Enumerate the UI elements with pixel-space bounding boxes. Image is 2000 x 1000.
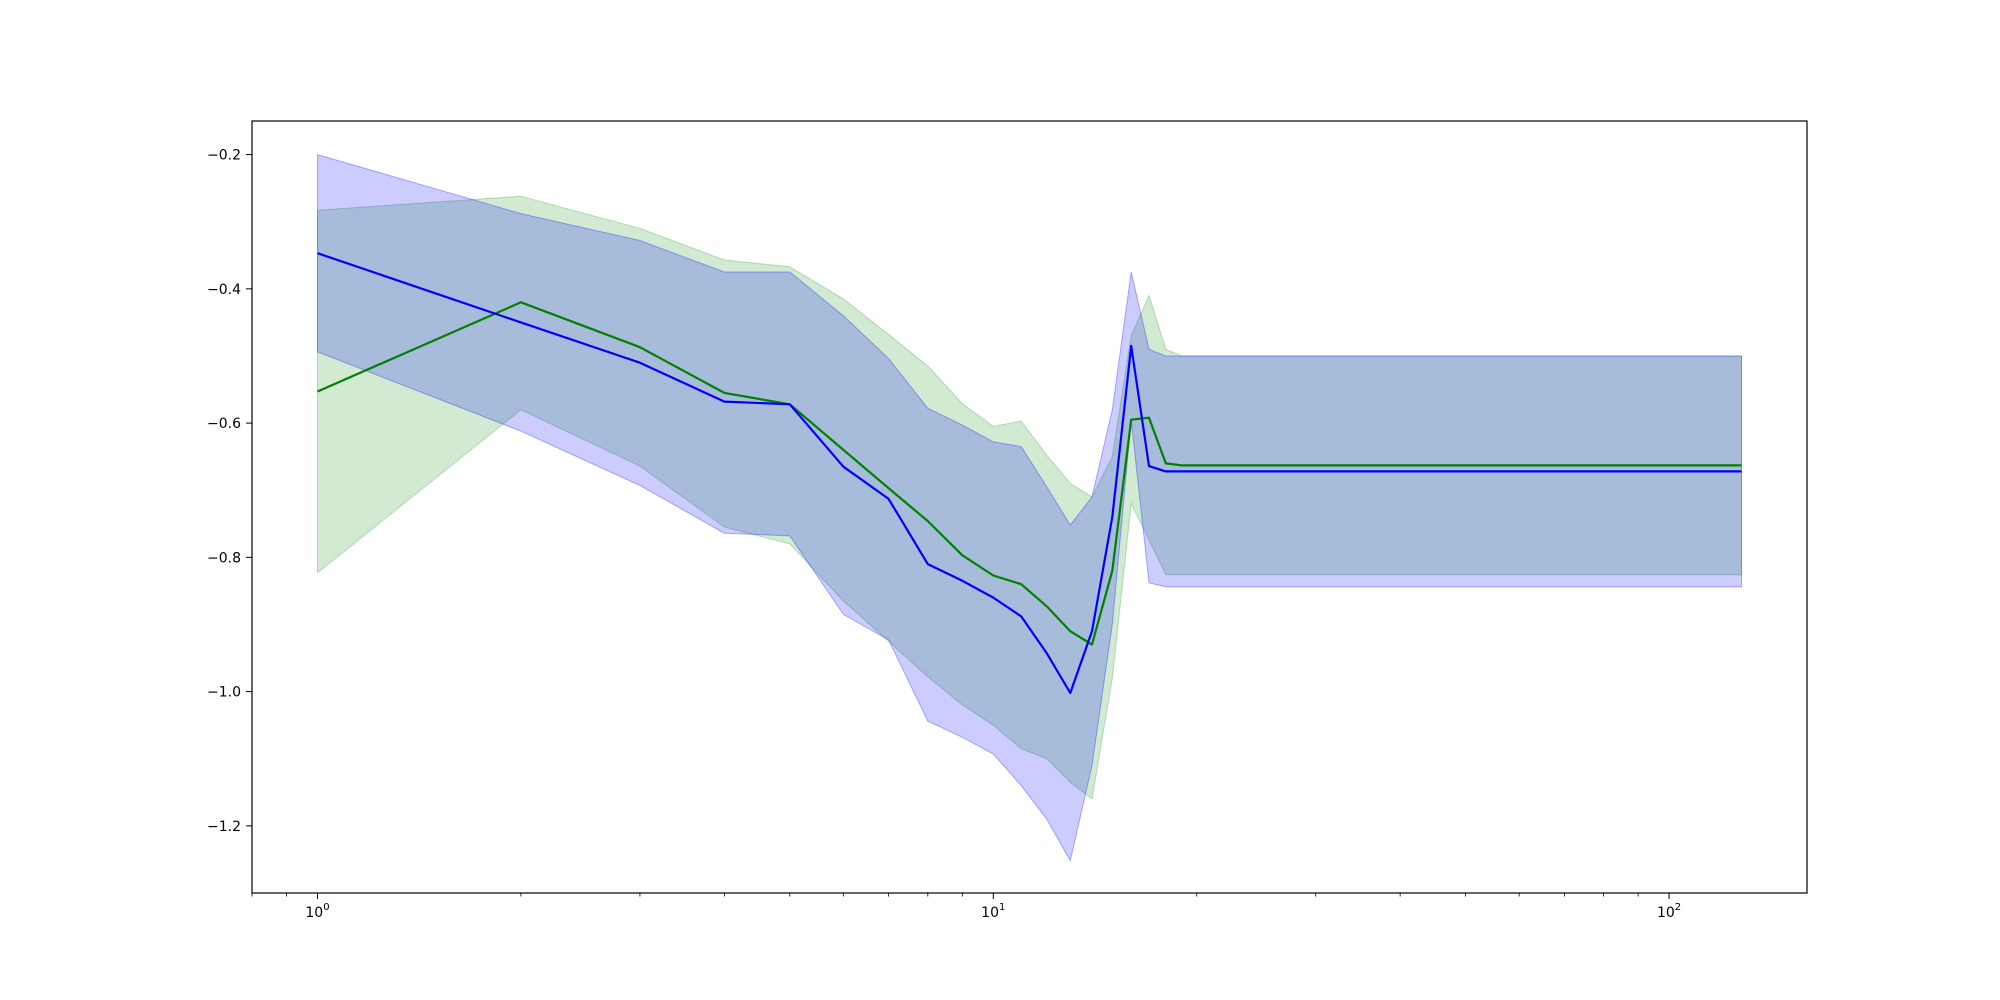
band-series-2 — [317, 153, 1742, 863]
series-lines — [317, 252, 1742, 695]
line-series-2 — [317, 252, 1742, 695]
x-axis: 100 101 102 — [251, 893, 1681, 921]
line-series-1 — [317, 301, 1742, 646]
band-series-1 — [317, 195, 1742, 800]
x-tick-label: 100 — [305, 902, 329, 921]
confidence-bands — [317, 153, 1742, 863]
y-tick-label: −0.2 — [207, 148, 241, 164]
plot-frame — [251, 120, 1808, 894]
y-axis: −0.2 −0.4 −0.6 −0.8 −1.0 −1.2 — [207, 148, 252, 835]
y-tick-label: −0.6 — [207, 416, 241, 432]
y-tick-label: −1.0 — [207, 685, 241, 701]
y-tick-label: −0.8 — [207, 550, 241, 566]
x-tick-label: 101 — [981, 902, 1005, 921]
x-tick-label: 102 — [1657, 902, 1681, 921]
y-tick-label: −1.2 — [207, 819, 241, 835]
y-tick-label: −0.4 — [207, 282, 241, 298]
